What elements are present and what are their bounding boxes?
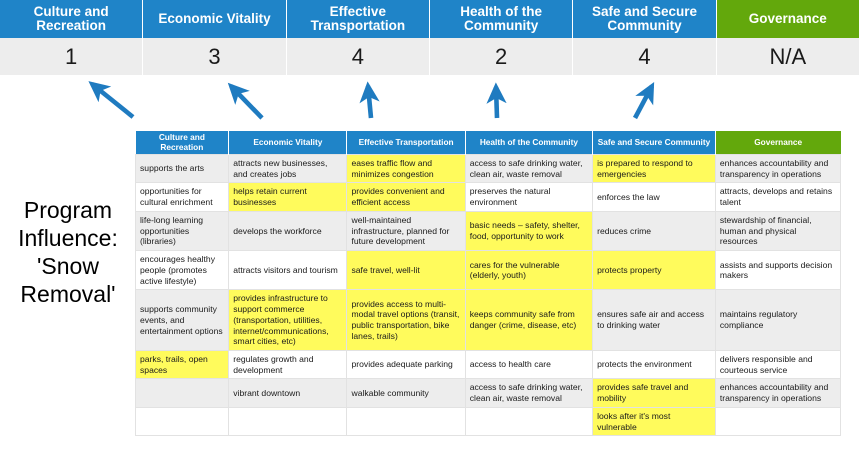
scorecard-banner: Culture and Recreation Economic Vitality…	[0, 0, 859, 75]
scorecard-header-governance[interactable]: Governance	[716, 0, 859, 38]
matrix-cell: keeps community safe from danger (crime,…	[464, 289, 594, 352]
matrix-cell: provides safe travel and mobility	[592, 378, 716, 408]
matrix-cell: regulates growth and development	[228, 350, 348, 380]
table-row: looks after it's most vulnerable	[134, 406, 842, 437]
matrix-cell: ensures safe air and access to drinking …	[592, 289, 716, 352]
matrix-cell	[134, 406, 230, 437]
matrix-cell: enforces the law	[592, 182, 716, 212]
matrix-cell: protects property	[592, 250, 716, 291]
matrix-cell: attracts new businesses, and creates job…	[228, 153, 348, 184]
table-row: supports community events, and entertain…	[134, 289, 842, 352]
program-influence-caption: Program Influence: 'Snow Removal'	[2, 196, 134, 308]
arrow-up-left-icon-1	[88, 81, 135, 119]
matrix-cell: enhances accountability and transparency…	[714, 378, 842, 408]
arrow-up-icon-3	[359, 81, 380, 119]
caption-line-4: Removal'	[20, 281, 116, 308]
table-row: parks, trails, open spaces regulates grow…	[134, 350, 842, 380]
matrix-cell: vibrant downtown	[228, 378, 348, 408]
scorecard-header-economic-vitality[interactable]: Economic Vitality	[143, 0, 287, 38]
caption-line-3: 'Snow	[37, 253, 99, 280]
table-row: supports the arts attracts new businesses…	[134, 153, 842, 184]
scorecard-value-health-of-the-community: 2	[429, 38, 574, 75]
scorecard-header-effective-transportation[interactable]: Effective Transportation	[286, 0, 430, 38]
scorecard-value-effective-transportation: 4	[286, 38, 430, 75]
scorecard-header-safe-and-secure-community[interactable]: Safe and Secure Community	[573, 0, 717, 38]
matrix-cell	[464, 406, 594, 437]
matrix-header-row: Culture and Recreation Economic Vitality…	[135, 131, 841, 155]
matrix-cell: eases traffic flow and minimizes congest…	[346, 153, 466, 184]
matrix-cell: safe travel, well-lit	[346, 250, 466, 291]
matrix-cell	[134, 378, 230, 408]
caption-line-1: Program	[23, 197, 113, 223]
matrix-cell: stewardship of financial, human and phys…	[714, 210, 842, 252]
matrix-cell: access to safe drinking water, clean air…	[464, 378, 594, 408]
matrix-cell: attracts visitors and tourism	[228, 250, 348, 291]
matrix-cell: provides convenient and efficient access	[346, 182, 466, 212]
matrix-cell	[228, 406, 348, 437]
matrix-cell: life-long learning opportunities (librar…	[134, 210, 230, 252]
table-row: vibrant downtown walkable community access…	[134, 378, 842, 408]
matrix-cell: looks after it's most vulnerable	[592, 406, 716, 437]
matrix-cell: provides access to multi-modal travel op…	[346, 289, 466, 352]
matrix-cell: basic needs – safety, shelter, food, opp…	[464, 210, 594, 252]
scorecard-value-governance: N/A	[716, 38, 859, 75]
arrow-connector-group	[88, 81, 655, 120]
matrix-cell: develops the workforce	[228, 210, 348, 252]
matrix-cell: helps retain current businesses	[228, 182, 348, 212]
matrix-header-safe-and-secure-community[interactable]: Safe and Secure Community	[592, 131, 716, 155]
scorecard-header-health-of-the-community[interactable]: Health of the Community	[429, 0, 574, 38]
matrix-cell: provides adequate parking	[346, 350, 466, 380]
matrix-cell: well-maintained infrastructure, planned …	[346, 210, 466, 252]
arrow-up-icon-4	[486, 82, 507, 119]
matrix-cell	[346, 406, 466, 437]
matrix-cell: opportunities for cultural enrichment	[134, 182, 230, 212]
matrix-header-health-of-the-community[interactable]: Health of the Community	[465, 131, 594, 155]
caption-line-2: Influence:	[18, 225, 118, 252]
matrix-cell: supports the arts	[134, 153, 230, 184]
scorecard-value-row: 1 3 4 2 4 N/A	[0, 38, 859, 75]
matrix-cell: access to health care	[464, 350, 594, 380]
matrix-cell: is prepared to respond to emergencies	[592, 153, 716, 184]
matrix-cell: cares for the vulnerable (elderly, youth…	[464, 250, 594, 291]
matrix-cell: reduces crime	[592, 210, 716, 252]
outcomes-matrix-table: Culture and Recreation Economic Vitality…	[134, 131, 842, 437]
matrix-cell: protects the environment	[592, 350, 716, 380]
scorecard-value-economic-vitality: 3	[143, 38, 287, 75]
arrow-up-left-icon-2	[227, 82, 264, 120]
matrix-cell: provides infrastructure to support comme…	[228, 289, 348, 352]
table-row: opportunities for cultural enrichment hel…	[134, 182, 842, 212]
matrix-header-culture-and-recreation[interactable]: Culture and Recreation	[135, 131, 230, 155]
scorecard-value-safe-and-secure-community: 4	[573, 38, 717, 75]
matrix-header-economic-vitality[interactable]: Economic Vitality	[228, 131, 348, 155]
matrix-header-effective-transportation[interactable]: Effective Transportation	[346, 131, 466, 155]
scorecard-value-culture-and-recreation: 1	[0, 38, 144, 75]
matrix-header-governance[interactable]: Governance	[715, 131, 841, 155]
arrow-up-right-icon-5	[632, 81, 655, 120]
matrix-cell	[714, 406, 842, 437]
matrix-cell: maintains regulatory compliance	[714, 289, 842, 352]
scorecard-header-row: Culture and Recreation Economic Vitality…	[0, 0, 859, 38]
matrix-cell: parks, trails, open spaces	[134, 350, 230, 380]
matrix-cell: assists and supports decision makers	[714, 250, 842, 291]
table-row: encourages healthy people (promotes acti…	[134, 250, 842, 291]
matrix-cell: supports community events, and entertain…	[134, 289, 230, 352]
matrix-cell: attracts, develops and retains talent	[714, 182, 842, 212]
scorecard-header-culture-and-recreation[interactable]: Culture and Recreation	[0, 0, 144, 38]
matrix-cell: enhances accountability and transparency…	[714, 153, 842, 184]
matrix-cell: delivers responsible and courteous servi…	[714, 350, 842, 380]
matrix-cell: access to safe drinking water, clean air…	[464, 153, 594, 184]
matrix-cell: encourages healthy people (promotes acti…	[134, 250, 230, 291]
matrix-body: supports the arts attracts new businesses…	[134, 153, 842, 437]
matrix-cell: preserves the natural environment	[464, 182, 594, 212]
table-row: life-long learning opportunities (librar…	[134, 210, 842, 252]
matrix-cell: walkable community	[346, 378, 466, 408]
